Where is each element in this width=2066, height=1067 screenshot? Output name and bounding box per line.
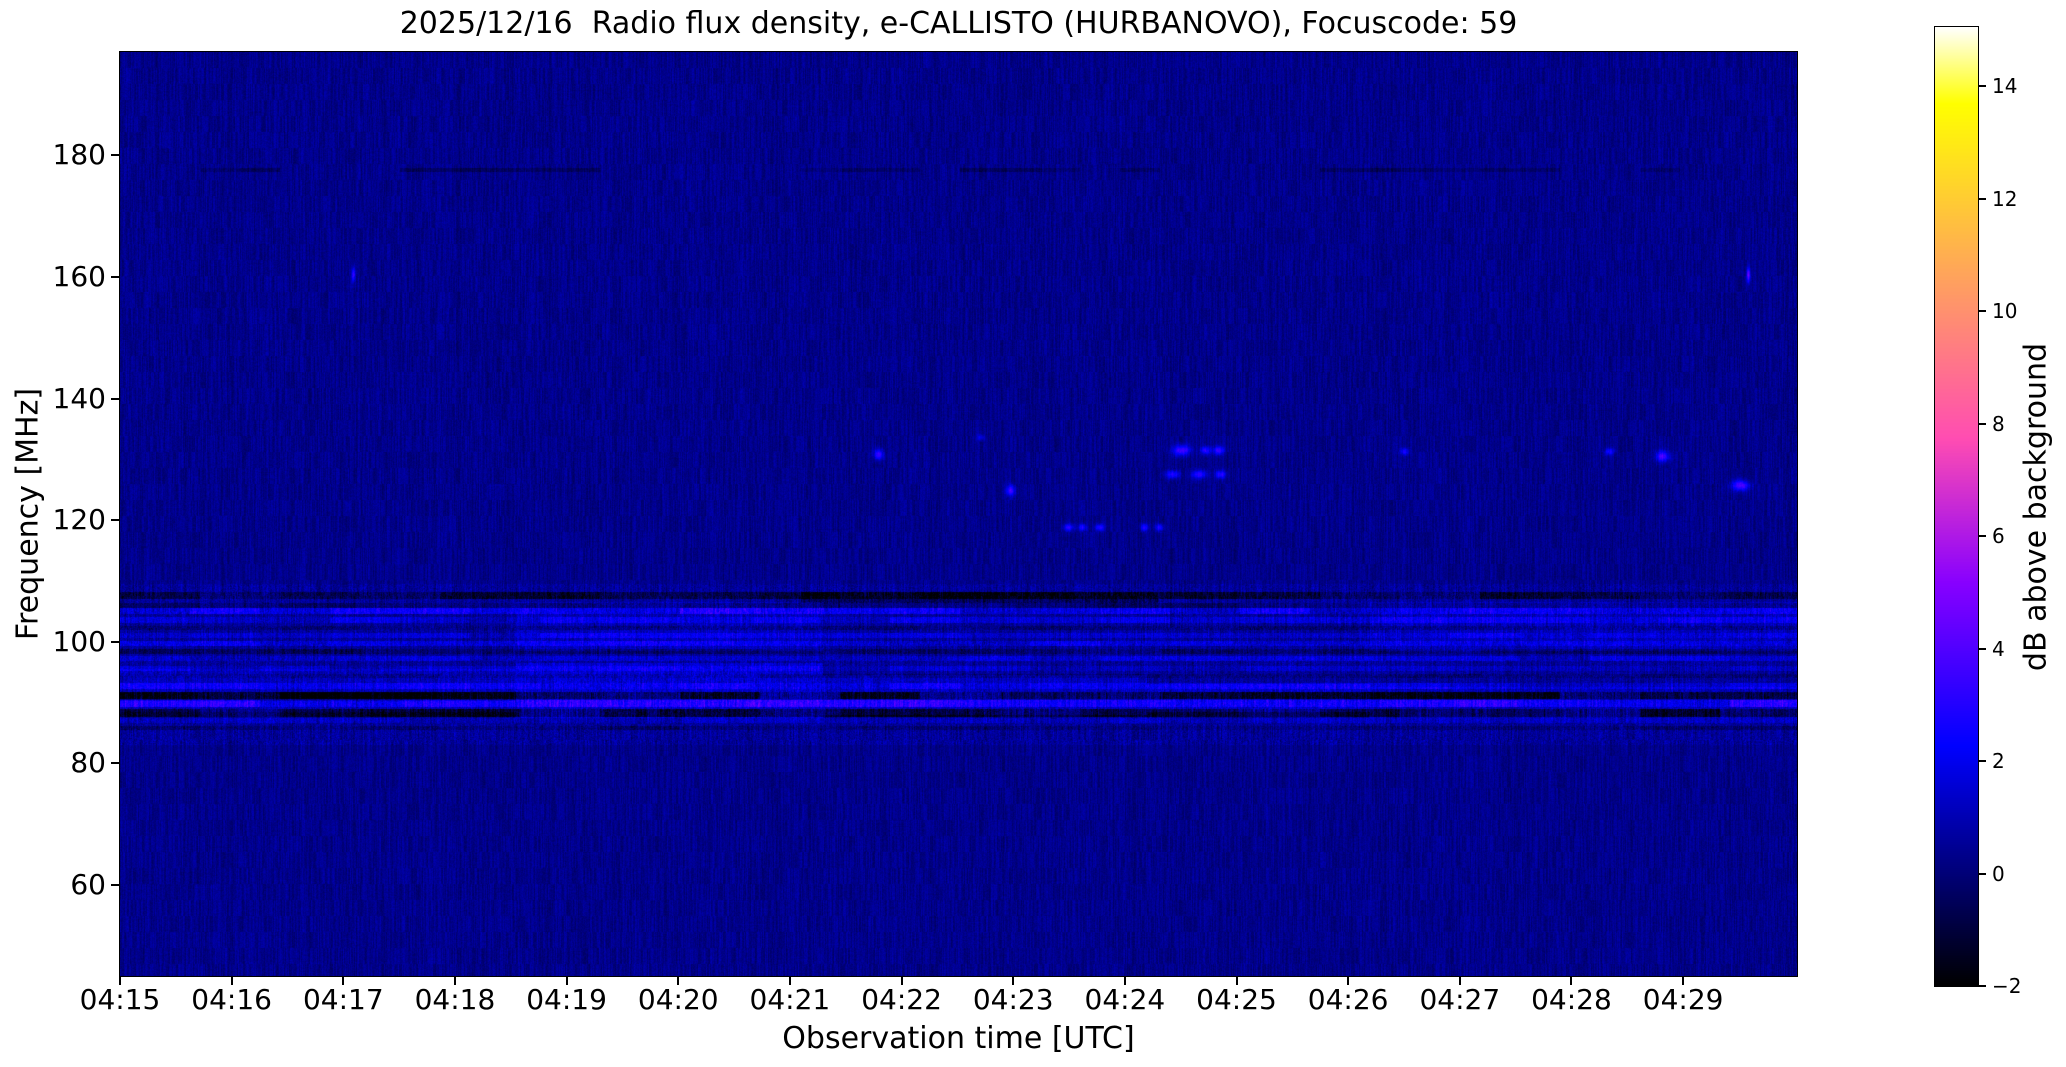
x-tick-mark	[1682, 976, 1685, 985]
x-tick-label: 04:25	[1196, 983, 1277, 1016]
colorbar-tick-label: 2	[1992, 749, 2005, 773]
x-tick-mark	[1347, 976, 1350, 985]
colorbar-tick-label: −2	[1992, 974, 2022, 998]
spectrogram-canvas	[120, 52, 1797, 976]
x-tick-mark	[453, 976, 456, 985]
x-tick-label: 04:17	[302, 983, 384, 1016]
y-tick-label: 60	[70, 867, 106, 901]
x-tick-mark	[677, 976, 680, 985]
x-tick-mark	[119, 976, 121, 985]
colorbar-tick-mark	[1978, 647, 1986, 650]
y-tick-mark	[111, 519, 120, 522]
y-tick-label: 80	[70, 746, 106, 780]
x-tick-mark	[900, 976, 903, 985]
y-tick-label: 120	[52, 503, 106, 537]
x-tick-label: 04:29	[1642, 983, 1724, 1016]
x-tick-mark	[342, 976, 345, 985]
x-tick-mark	[788, 976, 791, 985]
colorbar-canvas	[1935, 27, 1978, 986]
colorbar-tick-label: 14	[1992, 74, 2018, 99]
x-tick-label: 04:27	[1419, 983, 1501, 1016]
x-tick-label: 04:28	[1531, 983, 1612, 1016]
x-axis-label: Observation time [UTC]	[782, 1021, 1135, 1056]
y-tick-mark	[111, 154, 120, 157]
x-tick-mark	[1458, 976, 1461, 985]
x-tick-mark	[230, 976, 233, 985]
y-tick-mark	[111, 883, 120, 886]
colorbar-tick-label: 4	[1992, 636, 2005, 661]
x-tick-label: 04:20	[637, 983, 719, 1016]
colorbar-tick-mark	[1978, 197, 1986, 200]
colorbar-tick-label: 6	[1992, 524, 2005, 549]
x-tick-mark	[1123, 976, 1126, 985]
colorbar-label: dB above background	[2018, 342, 2054, 672]
y-tick-label: 140	[52, 381, 106, 415]
x-tick-mark	[565, 976, 568, 985]
colorbar-tick-label: 8	[1992, 411, 2005, 436]
colorbar-tick-mark	[1978, 422, 1986, 425]
x-tick-mark	[1570, 976, 1573, 985]
colorbar-tick-mark	[1978, 760, 1986, 762]
x-tick-label: 04:16	[191, 983, 272, 1016]
colorbar-tick-label: 12	[1992, 186, 2018, 211]
y-tick-mark	[111, 397, 120, 400]
x-tick-label: 04:22	[861, 983, 942, 1016]
x-tick-label: 04:26	[1307, 983, 1389, 1016]
x-tick-label: 04:23	[972, 983, 1054, 1016]
chart-title: 2025/12/16 Radio flux density, e-CALLIST…	[399, 6, 1518, 41]
colorbar-tick-mark	[1978, 85, 1986, 88]
colorbar-tick-label: 0	[1992, 861, 2005, 886]
colorbar-tick-mark	[1978, 872, 1986, 875]
y-tick-label: 100	[52, 624, 106, 658]
y-tick-mark	[111, 762, 120, 765]
x-tick-label: 04:15	[79, 983, 161, 1016]
y-tick-mark	[111, 640, 120, 643]
x-tick-mark	[1012, 976, 1015, 985]
y-tick-label: 160	[52, 259, 106, 293]
y-tick-label: 180	[52, 138, 106, 172]
colorbar-tick-mark	[1978, 985, 1986, 987]
colorbar-tick-mark	[1978, 535, 1986, 538]
x-tick-label: 04:18	[414, 983, 496, 1016]
colorbar-tick-mark	[1978, 310, 1986, 313]
colorbar-tick-label: 10	[1992, 299, 2018, 324]
y-tick-mark	[111, 275, 120, 278]
x-tick-label: 04:19	[526, 983, 607, 1016]
x-tick-mark	[1235, 976, 1238, 985]
x-tick-label: 04:24	[1084, 983, 1166, 1016]
x-tick-label: 04:21	[749, 983, 831, 1016]
